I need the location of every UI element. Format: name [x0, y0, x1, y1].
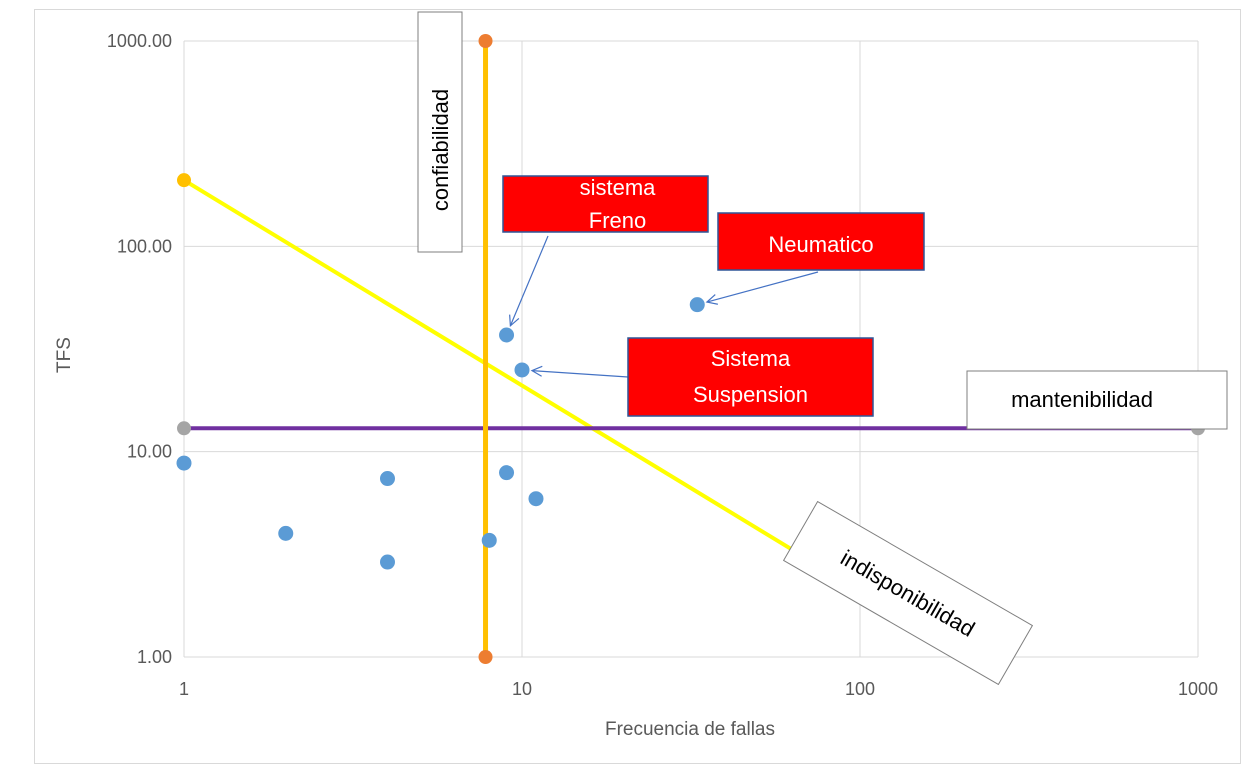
callout-arrows — [509, 235, 819, 378]
callout-label: Freno — [589, 208, 646, 233]
x-tick-labels: 1 10 100 1000 — [179, 679, 1218, 699]
y-tick-label: 1000.00 — [107, 31, 172, 51]
data-points — [176, 297, 705, 570]
chart-frame — [34, 9, 1241, 764]
data-point — [379, 471, 395, 487]
callout-box — [502, 175, 709, 233]
data-point — [278, 525, 294, 541]
callout-arrowhead — [705, 294, 718, 305]
callout-box — [627, 337, 874, 417]
indisponibilidad-endpoint — [177, 173, 191, 188]
x-axis-title: Frecuencia de fallas — [605, 719, 775, 740]
callout-label: Suspension — [693, 382, 808, 407]
callout-arrowhead — [509, 314, 520, 328]
y-tick-labels: 1.00 10.00 100.00 1000.00 — [107, 31, 172, 667]
callout-box — [717, 212, 925, 271]
y-axis-title: TFS — [54, 337, 75, 373]
data-point — [176, 455, 192, 471]
y-tick-label: 1.00 — [137, 647, 172, 667]
y-tick-label: 10.00 — [127, 442, 172, 462]
gridlines — [183, 40, 1199, 658]
mantenibilidad-label: mantenibilidad — [1011, 387, 1153, 412]
data-point — [499, 465, 515, 481]
data-point — [514, 362, 530, 378]
data-point — [499, 327, 515, 343]
y-tick-label: 100.00 — [117, 236, 172, 256]
data-point — [379, 554, 395, 570]
indisponibilidad-label-box — [782, 500, 1034, 686]
x-tick-label: 100 — [845, 679, 875, 699]
callout-arrowhead — [530, 365, 543, 377]
callout-label: Sistema — [711, 346, 791, 371]
callout-label: sistema — [580, 175, 657, 200]
callout-arrow — [706, 271, 819, 303]
x-tick-label: 1000 — [1178, 679, 1218, 699]
mantenibilidad-label-box — [966, 370, 1228, 430]
x-tick-label: 10 — [512, 679, 532, 699]
data-point — [528, 491, 544, 507]
x-tick-label: 1 — [179, 679, 189, 699]
confiabilidad-label: confiabilidad — [428, 89, 453, 211]
callout-label: Neumatico — [768, 232, 873, 257]
confiabilidad-label-box — [417, 11, 463, 253]
data-point — [481, 532, 497, 548]
confiabilidad-endpoint — [478, 650, 493, 664]
labels: sistema Freno Neumatico Sistema Suspension co… — [417, 11, 1228, 686]
mantenibilidad-endpoint — [177, 421, 191, 436]
callout-arrow — [531, 370, 629, 378]
confiabilidad-endpoint — [478, 34, 493, 48]
callout-arrow — [509, 235, 549, 327]
data-point — [689, 297, 705, 313]
